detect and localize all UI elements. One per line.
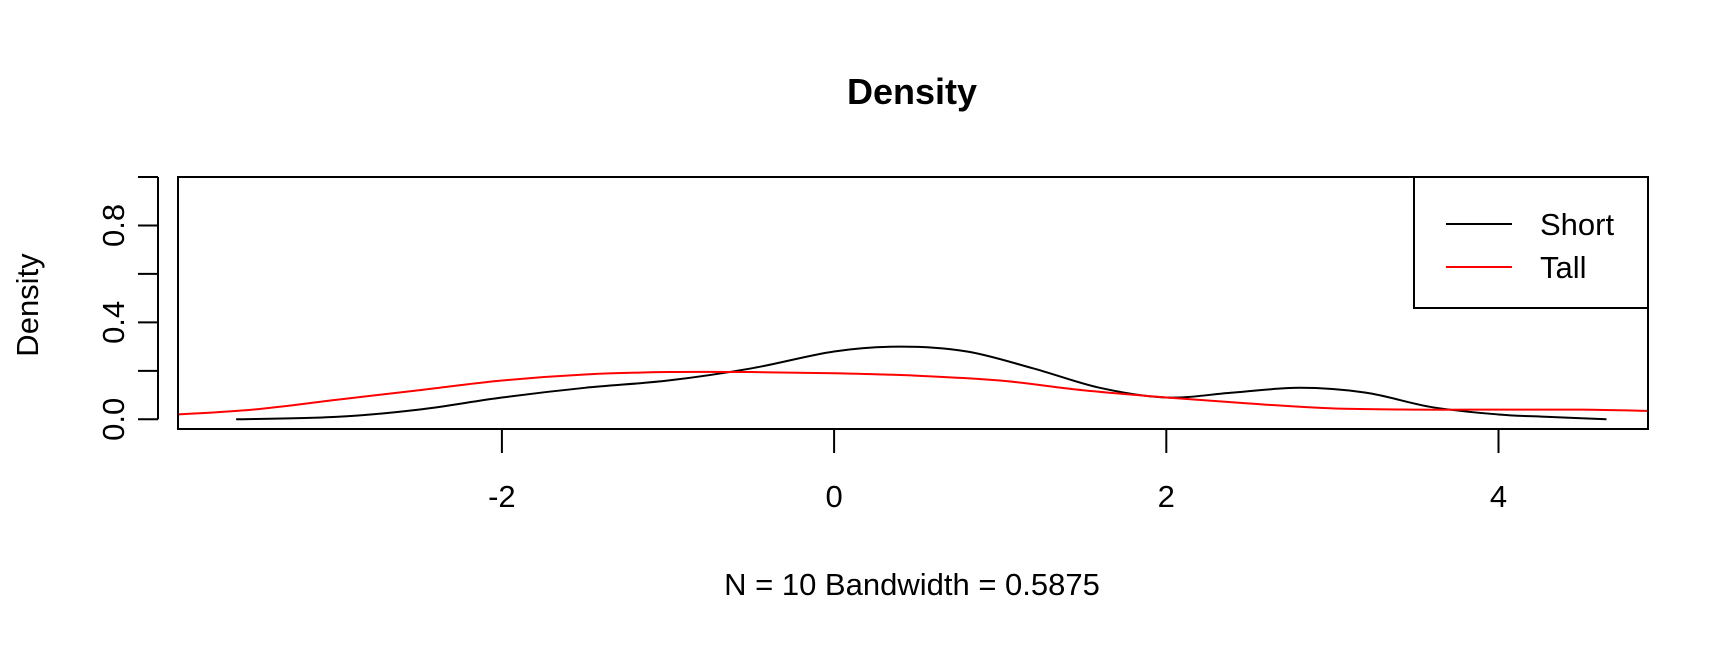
x-tick-label: -2	[488, 479, 516, 514]
chart-title: Density	[847, 71, 977, 112]
y-tick-label: 0.0	[96, 398, 131, 441]
plot-area	[178, 345, 1648, 421]
series-line-short	[236, 345, 1607, 421]
x-tick-label: 2	[1158, 479, 1175, 514]
legend-label-short: Short	[1540, 207, 1614, 242]
x-tick-label: 4	[1490, 479, 1507, 514]
legend-box	[1413, 176, 1649, 309]
x-axis: -2 0 2 4	[488, 428, 1507, 514]
x-tick-label: 0	[825, 479, 842, 514]
y-tick-label: 0.8	[96, 204, 131, 247]
series-line-tall	[178, 370, 1648, 416]
y-axis-label: Density	[10, 253, 45, 357]
y-axis: 0.0 0.4 0.8	[96, 176, 159, 441]
plot-frame	[177, 176, 1649, 430]
y-tick-label: 0.4	[96, 301, 131, 344]
legend-label-tall: Tall	[1540, 250, 1587, 285]
x-axis-label: N = 10 Bandwidth = 0.5875	[724, 567, 1100, 602]
legend: Short Tall	[1413, 176, 1649, 309]
